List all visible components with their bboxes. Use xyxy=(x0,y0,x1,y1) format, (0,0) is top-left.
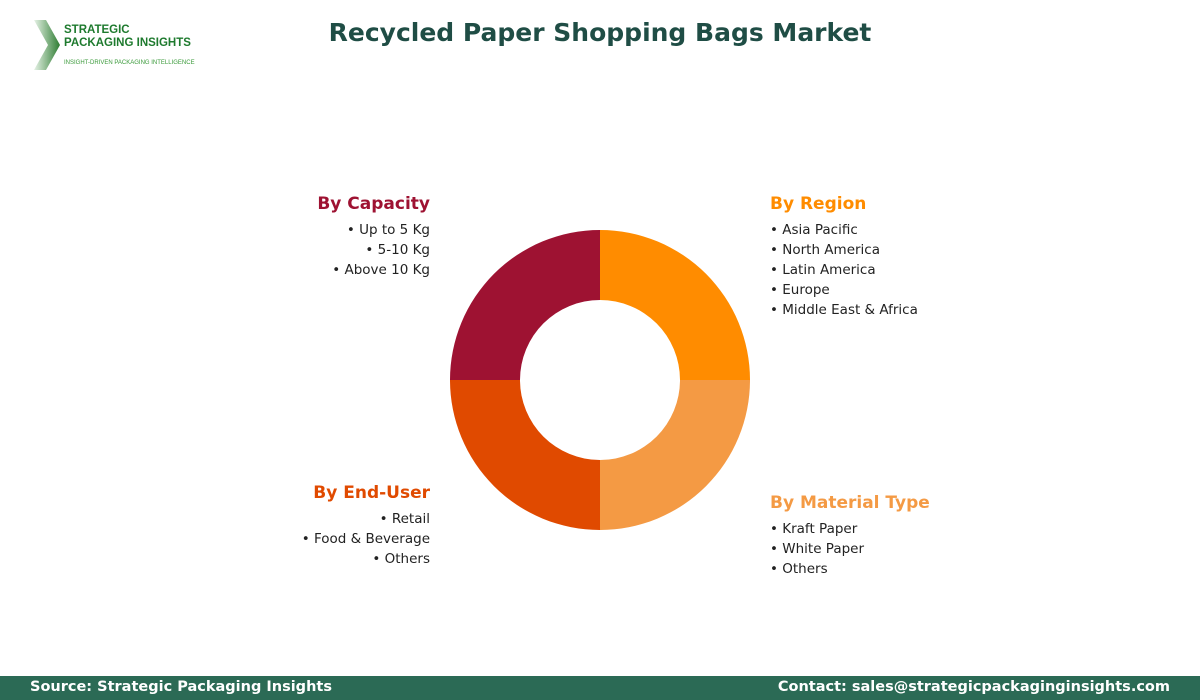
capacity-title: By Capacity xyxy=(317,194,430,214)
capacity-group: By Capacity • Up to 5 Kg • 5-10 Kg • Above… xyxy=(317,194,430,280)
capacity-item: • 5-10 Kg xyxy=(365,242,430,258)
material-group: By Material Type • Kraft Paper • White Pa… xyxy=(770,493,930,579)
footer-contact: Contact: sales@strategicpackaginginsight… xyxy=(777,679,1170,695)
logo-line1: STRATEGIC xyxy=(64,24,130,36)
page-title: Recycled Paper Shopping Bags Market xyxy=(328,18,872,47)
donut-slice-by-end-user xyxy=(450,380,600,530)
enduser-item: • Retail xyxy=(379,511,430,527)
region-item: • Europe xyxy=(770,282,830,298)
donut-slice-by-material-type xyxy=(600,380,750,530)
enduser-item: • Food & Beverage xyxy=(301,531,430,547)
logo-tagline: INSIGHT-DRIVEN PACKAGING INTELLIGENCE xyxy=(64,60,195,66)
footer: Source: Strategic Packaging Insights Con… xyxy=(0,676,1200,700)
enduser-title: By End-User xyxy=(313,483,430,503)
donut-slice-by-region xyxy=(600,230,750,380)
footer-source: Source: Strategic Packaging Insights xyxy=(30,679,332,695)
enduser-item: • Others xyxy=(372,551,430,567)
capacity-item: • Above 10 Kg xyxy=(332,262,430,278)
material-item: • White Paper xyxy=(770,541,865,557)
logo: STRATEGIC PACKAGING INSIGHTS INSIGHT-DRIV… xyxy=(32,20,202,72)
material-item: • Others xyxy=(770,561,828,577)
region-item: • Middle East & Africa xyxy=(770,302,918,318)
region-title: By Region xyxy=(770,194,867,214)
material-item: • Kraft Paper xyxy=(770,521,858,537)
capacity-item: • Up to 5 Kg xyxy=(346,222,430,238)
enduser-group: By End-User • Retail • Food & Beverage • O… xyxy=(302,483,430,569)
material-title: By Material Type xyxy=(770,493,930,513)
region-item: • North America xyxy=(770,242,880,258)
region-item: • Asia Pacific xyxy=(770,222,858,238)
donut-slice-by-capacity xyxy=(450,230,600,380)
logo-line2: PACKAGING INSIGHTS xyxy=(64,37,191,49)
region-item: • Latin America xyxy=(770,262,876,278)
logo-chevron-icon xyxy=(34,20,60,70)
region-group: By Region • Asia Pacific • North America •… xyxy=(770,194,918,320)
